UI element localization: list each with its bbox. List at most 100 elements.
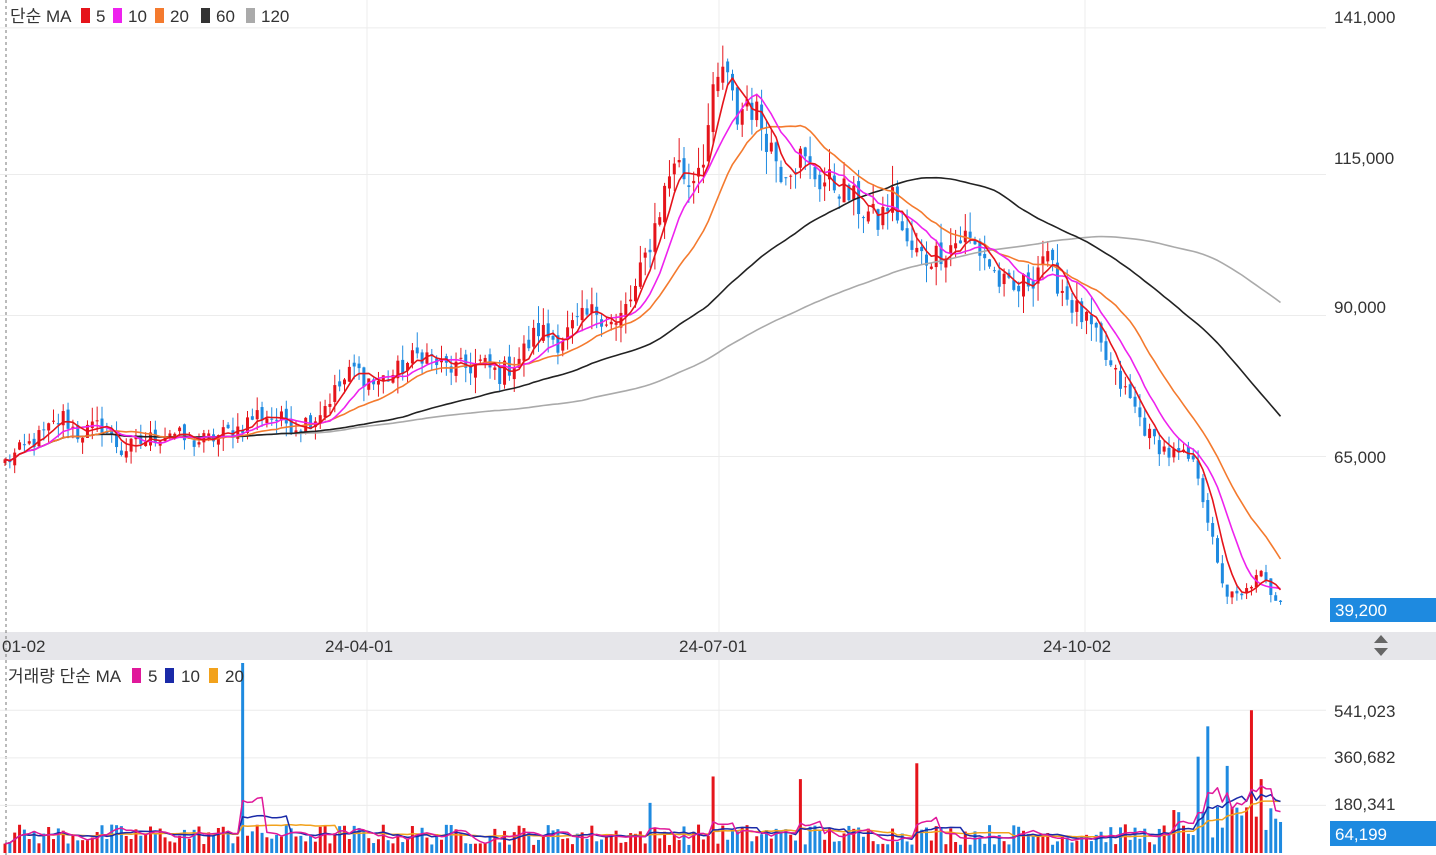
candle-body <box>701 164 705 168</box>
volume-bar <box>837 841 841 853</box>
candle-body <box>246 417 249 433</box>
volume-bar <box>823 839 827 853</box>
candle-body <box>794 172 798 174</box>
volume-bar <box>289 828 293 853</box>
candle-body <box>643 252 647 258</box>
candle-body <box>595 306 599 315</box>
candle-body <box>954 243 958 249</box>
candle-body <box>299 430 303 432</box>
volume-bar <box>1128 839 1132 853</box>
candle-body <box>1109 360 1113 366</box>
candle-body <box>915 247 919 253</box>
candle-body <box>566 327 570 340</box>
volume-bar <box>541 836 545 853</box>
volume-bar <box>1269 808 1273 853</box>
volume-bar <box>595 841 599 853</box>
volume-bar <box>954 841 958 853</box>
ma20-swatch <box>155 8 164 23</box>
candle-body <box>1041 256 1045 265</box>
arrow-up-icon[interactable] <box>1374 635 1388 643</box>
candle-body <box>1220 563 1224 584</box>
volume-bar <box>27 839 31 853</box>
candle-body <box>551 335 555 340</box>
candle-body <box>852 185 856 200</box>
volume-bar <box>260 832 264 853</box>
volume-bar <box>37 843 41 853</box>
volume-bar <box>313 841 317 853</box>
volume-bar <box>1182 825 1186 853</box>
volume-bar <box>226 833 230 853</box>
candle-body <box>1085 311 1089 321</box>
price-ma-legend[interactable]: 단순 MA 5 10 20 60 120 <box>10 7 289 26</box>
candle-body <box>818 174 822 190</box>
volume-bar <box>624 842 628 853</box>
volume-bar <box>192 829 196 853</box>
volume-bar <box>338 826 342 853</box>
candle-body <box>575 316 579 318</box>
volume-bar <box>270 838 274 853</box>
candle-body <box>37 430 41 447</box>
candle-body <box>498 366 502 384</box>
volume-bar <box>81 840 85 853</box>
volume-bar <box>119 826 123 853</box>
volume-bar <box>115 825 119 853</box>
volume-bar <box>90 837 94 853</box>
volume-ma-legend[interactable]: 거래량 단순 MA 5 10 20 <box>8 667 244 686</box>
volume-bar <box>110 824 114 853</box>
volume-bar <box>1254 816 1258 853</box>
date-label: 01-02 <box>2 637 45 656</box>
volume-bar <box>42 833 46 853</box>
candle-body <box>192 440 196 447</box>
volume-bar <box>1109 827 1113 853</box>
volume-bar <box>512 832 516 853</box>
volume-bar <box>900 833 904 853</box>
candle-body <box>808 156 812 163</box>
candle-body <box>216 435 220 445</box>
candle-body <box>1123 386 1127 388</box>
candle-body <box>537 323 540 337</box>
volume-bar <box>828 827 831 853</box>
arrow-down-icon[interactable] <box>1374 648 1388 656</box>
volume-bar <box>692 831 696 853</box>
volume-bar <box>1133 827 1137 853</box>
volume-bar <box>149 826 152 853</box>
volume-bar <box>653 828 657 853</box>
pane-resize-handle[interactable] <box>1374 635 1388 656</box>
volume-bar <box>638 831 642 853</box>
candle-body <box>1264 572 1268 581</box>
candle-body <box>663 185 667 223</box>
volume-bar <box>1148 842 1152 853</box>
candle-body <box>561 340 565 351</box>
volume-bar <box>440 839 443 853</box>
volume-bar <box>939 828 943 853</box>
candle-body <box>997 270 1001 287</box>
volume-bar <box>212 835 216 853</box>
volume-bar <box>876 844 880 853</box>
volume-bar <box>216 828 220 853</box>
candle-body <box>731 73 734 91</box>
candle-body <box>3 459 7 463</box>
volume-bar <box>47 827 51 853</box>
volume-bar <box>425 837 429 853</box>
candle-body <box>609 321 613 325</box>
candle-body <box>934 245 938 268</box>
volume-bar <box>925 827 928 853</box>
ma20-line <box>4 124 1282 560</box>
candle-body <box>726 61 730 73</box>
candle-body <box>343 379 346 385</box>
volume-bar <box>95 832 99 853</box>
volume-bar <box>473 843 477 853</box>
candle-body <box>881 206 885 226</box>
candle-body <box>1114 368 1118 370</box>
volume-bar <box>1012 825 1016 853</box>
candle-body <box>1094 322 1098 328</box>
price-ma-lines <box>4 77 1282 594</box>
volume-bar <box>1220 827 1224 853</box>
volume-bar <box>590 825 594 853</box>
volume-bar <box>721 825 725 853</box>
candle-body <box>241 429 245 433</box>
volume-bar <box>915 763 919 853</box>
candle-body <box>1201 478 1205 503</box>
candle-body <box>1225 584 1229 597</box>
